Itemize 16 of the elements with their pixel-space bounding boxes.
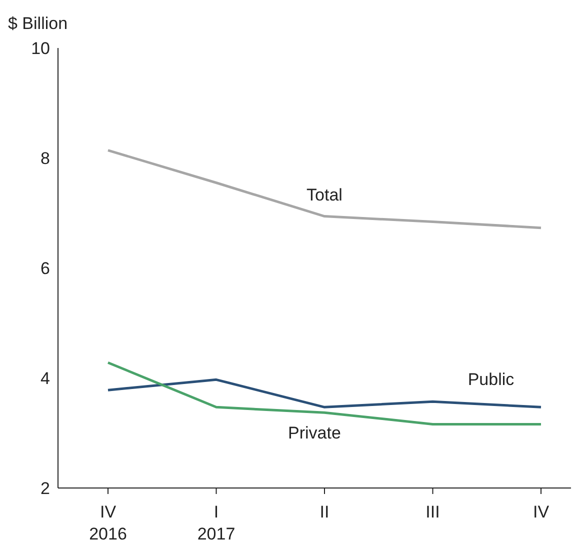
y-tick-label: 10 xyxy=(31,39,50,58)
line-series xyxy=(106,361,542,426)
y-tick-label: 6 xyxy=(40,259,50,278)
series-label: Total xyxy=(306,185,342,204)
x-tick-label: IV 2016 xyxy=(89,502,127,544)
y-tick-label: 8 xyxy=(40,149,50,168)
x-tick-label: II xyxy=(320,502,330,522)
series-label: Private xyxy=(288,424,341,443)
x-tick-label: IV xyxy=(532,502,550,522)
x-tick-label: I 2017 xyxy=(197,502,236,544)
series-label: Public xyxy=(468,370,515,390)
line-series xyxy=(106,149,542,230)
x-tick-label: III xyxy=(426,502,440,522)
y-tick-label: 2 xyxy=(40,479,50,498)
y-tick-label: 4 xyxy=(40,369,50,388)
y-axis-title: $ Billion xyxy=(8,14,68,34)
